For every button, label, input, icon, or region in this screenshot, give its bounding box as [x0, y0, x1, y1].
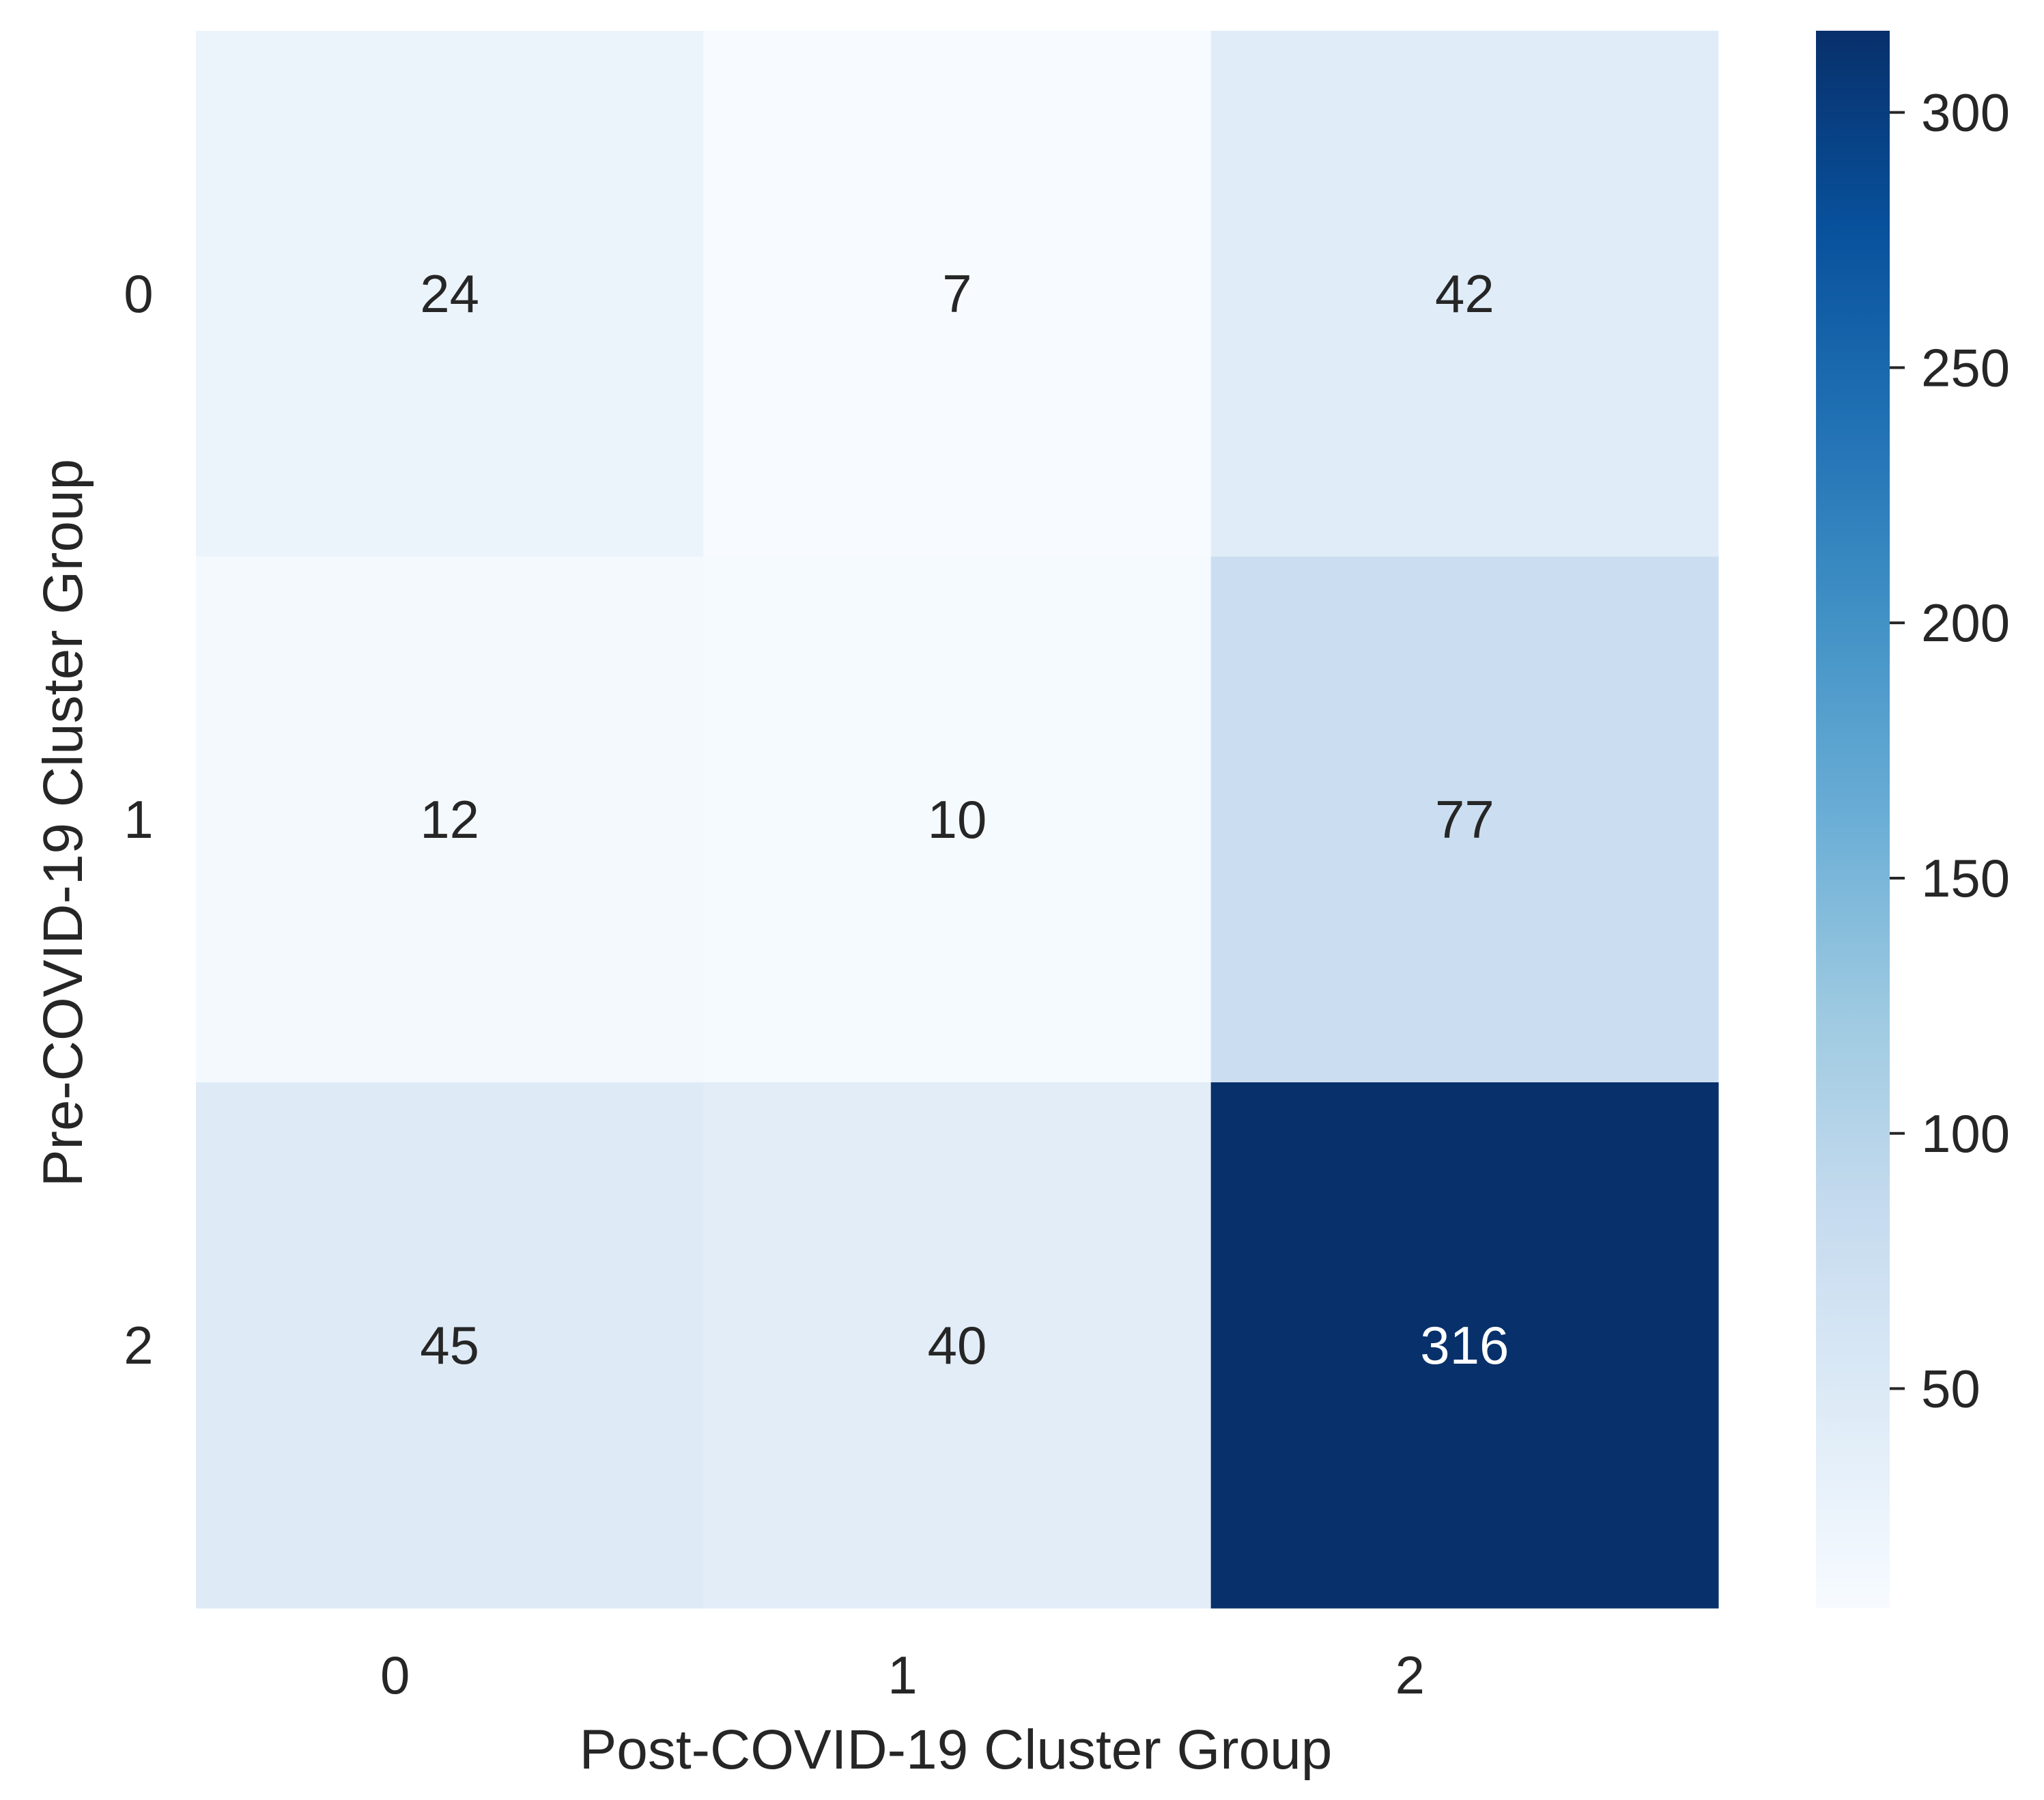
y-axis-ticks: 0 1 2: [124, 264, 153, 1375]
colorbar-tick-label-300: 300: [1921, 83, 2010, 143]
heatmap-cell-r2-c1: [703, 1082, 1212, 1609]
y-tick-label-1: 1: [124, 789, 153, 849]
x-axis-ticks: 0 1 2: [380, 1645, 1425, 1705]
heatmap-cell-r2-c0: [196, 1082, 704, 1609]
colorbar-tick-label-200: 200: [1921, 593, 2010, 653]
colorbar: [1816, 31, 1890, 1608]
cell-value-r2-c0: 45: [420, 1315, 479, 1375]
heatmap-cells: [196, 31, 1719, 1609]
y-axis-label: Pre-COVID-19 Cluster Group: [32, 459, 94, 1187]
colorbar-ticks: 50 100 150 200 250 300: [1890, 83, 2010, 1419]
cell-value-r2-c1: 40: [928, 1315, 987, 1375]
heatmap-cell-r2-c2: [1210, 1082, 1719, 1609]
x-tick-label-1: 1: [888, 1645, 917, 1705]
cell-value-r0-c2: 42: [1435, 264, 1494, 324]
y-tick-label-2: 2: [124, 1315, 153, 1375]
heatmap-cell-r0-c0: [196, 31, 704, 557]
cell-value-r2-c2: 316: [1420, 1315, 1509, 1375]
heatmap-cell-r1-c0: [196, 557, 704, 1083]
cell-value-r0-c1: 7: [942, 264, 971, 324]
y-tick-label-0: 0: [124, 264, 153, 324]
x-axis-label: Post-COVID-19 Cluster Group: [580, 1719, 1333, 1781]
heatmap-cell-labels: 24 7 42 12 10 77 45 40 316: [420, 264, 1509, 1375]
colorbar-tick-label-250: 250: [1921, 337, 2010, 397]
colorbar-tick-label-100: 100: [1921, 1103, 2010, 1164]
heatmap-cell-r1-c1: [703, 557, 1212, 1083]
x-tick-label-0: 0: [380, 1645, 410, 1705]
cell-value-r1-c2: 77: [1435, 789, 1494, 849]
cell-value-r0-c0: 24: [420, 264, 479, 324]
colorbar-tick-label-150: 150: [1921, 848, 2010, 908]
colorbar-tick-label-50: 50: [1921, 1359, 1981, 1419]
x-tick-label-2: 2: [1395, 1645, 1425, 1705]
heatmap-cell-r1-c2: [1210, 557, 1719, 1083]
heatmap-cell-r0-c1: [703, 31, 1212, 557]
cell-value-r1-c1: 10: [928, 789, 987, 849]
cell-value-r1-c0: 12: [420, 789, 479, 849]
heatmap-cell-r0-c2: [1210, 31, 1719, 557]
